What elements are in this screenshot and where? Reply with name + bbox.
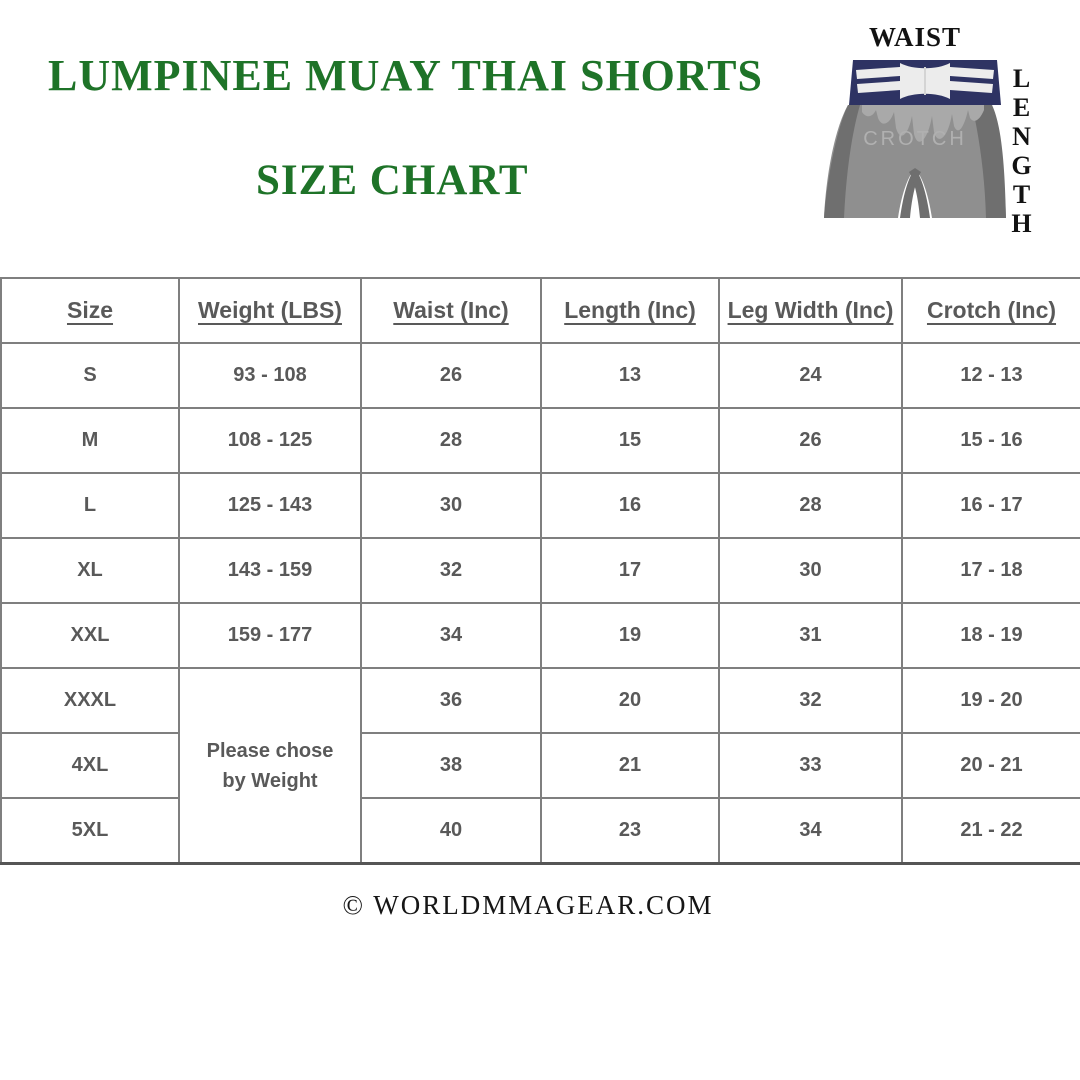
- cell-length: 20: [540, 667, 720, 734]
- cell-leg-width: 28: [718, 472, 903, 539]
- cell-crotch: 12 - 13: [901, 342, 1080, 409]
- table-row-xxl: XXL 159 - 177 34 19 31 18 - 19: [0, 602, 1080, 669]
- cell-crotch: 19 - 20: [901, 667, 1080, 734]
- size-chart-table: Size Weight (LBS) Waist (Inc) Length (In…: [0, 277, 1080, 865]
- length-measure-label: LENGTH: [1007, 64, 1036, 238]
- cell-size: 4XL: [0, 732, 180, 799]
- waistband-stripe: [857, 81, 900, 93]
- cell-length: 13: [540, 342, 720, 409]
- cell-leg-width: 33: [718, 732, 903, 799]
- table-row-s: S 93 - 108 26 13 24 12 - 13: [0, 342, 1080, 409]
- shorts-right-shade: [972, 105, 1006, 218]
- cell-waist: 26: [360, 342, 542, 409]
- table-header-row: Size Weight (LBS) Waist (Inc) Length (In…: [0, 277, 1080, 344]
- cell-waist: 30: [360, 472, 542, 539]
- cell-size: L: [0, 472, 180, 539]
- cell-weight: 159 - 177: [178, 602, 362, 669]
- shorts-inner-leg-shade-right: [909, 168, 930, 218]
- waistband-stripe: [856, 67, 900, 79]
- cell-waist: 28: [360, 407, 542, 474]
- cell-size: 5XL: [0, 797, 180, 865]
- cell-crotch: 17 - 18: [901, 537, 1080, 604]
- page-title: LUMPINEE MUAY THAI SHORTS: [48, 51, 763, 100]
- table-row-l: L 125 - 143 30 16 28 16 - 17: [0, 472, 1080, 539]
- cell-leg-width: 24: [718, 342, 903, 409]
- cell-crotch: 20 - 21: [901, 732, 1080, 799]
- column-header-weight: Weight (LBS): [178, 277, 362, 344]
- cell-waist: 36: [360, 667, 542, 734]
- shorts-drip-pattern: [862, 105, 984, 142]
- column-header-leg-width: Leg Width (Inc): [718, 277, 903, 344]
- cell-weight: 143 - 159: [178, 537, 362, 604]
- cell-leg-width: 26: [718, 407, 903, 474]
- cell-size: XXXL: [0, 667, 180, 734]
- cell-length: 15: [540, 407, 720, 474]
- cell-waist: 40: [360, 797, 542, 865]
- cell-weight-merged-note: Please chose by Weight: [178, 667, 362, 865]
- table-row-4xl: 4XL 38 21 33 20 - 21: [0, 732, 1080, 799]
- waistband-stripe: [950, 67, 994, 79]
- cell-waist: 32: [360, 537, 542, 604]
- column-header-length: Length (Inc): [540, 277, 720, 344]
- cell-length: 16: [540, 472, 720, 539]
- cell-crotch: 16 - 17: [901, 472, 1080, 539]
- column-header-waist: Waist (Inc): [360, 277, 542, 344]
- cell-size: M: [0, 407, 180, 474]
- cell-weight: 93 - 108: [178, 342, 362, 409]
- table-row-xl: XL 143 - 159 32 17 30 17 - 18: [0, 537, 1080, 604]
- cell-crotch: 15 - 16: [901, 407, 1080, 474]
- page-subtitle: SIZE CHART: [256, 157, 529, 204]
- table-row-xxxl: XXXL Please chose by Weight 36 20 32 19 …: [0, 667, 1080, 865]
- cell-leg-width: 34: [718, 797, 903, 865]
- column-header-crotch: Crotch (Inc): [901, 277, 1080, 344]
- cell-size: XXL: [0, 602, 180, 669]
- cell-length: 21: [540, 732, 720, 799]
- cell-weight: 125 - 143: [178, 472, 362, 539]
- crotch-measure-label: CROTCH: [863, 128, 967, 150]
- cell-size: S: [0, 342, 180, 409]
- cell-waist: 34: [360, 602, 542, 669]
- cell-length: 19: [540, 602, 720, 669]
- column-header-size: Size: [0, 277, 180, 344]
- cell-leg-width: 30: [718, 537, 903, 604]
- waist-measure-label: WAIST: [868, 22, 962, 52]
- cell-length: 17: [540, 537, 720, 604]
- cell-leg-width: 32: [718, 667, 903, 734]
- copyright-text: © WORLDMMAGEAR.COM: [342, 890, 714, 920]
- table-row-5xl: 5XL 40 23 34 21 - 22: [0, 797, 1080, 865]
- table-row-m: M 108 - 125 28 15 26 15 - 16: [0, 407, 1080, 474]
- shorts-diagram-graphic: [824, 60, 1006, 218]
- cell-size: XL: [0, 537, 180, 604]
- cell-crotch: 18 - 19: [901, 602, 1080, 669]
- cell-weight: 108 - 125: [178, 407, 362, 474]
- cell-crotch: 21 - 22: [901, 797, 1080, 865]
- cell-length: 23: [540, 797, 720, 865]
- cell-leg-width: 31: [718, 602, 903, 669]
- shorts-body: [824, 105, 1006, 218]
- shorts-left-shade: [824, 105, 860, 218]
- cell-waist: 38: [360, 732, 542, 799]
- waistband-stripe: [950, 81, 993, 93]
